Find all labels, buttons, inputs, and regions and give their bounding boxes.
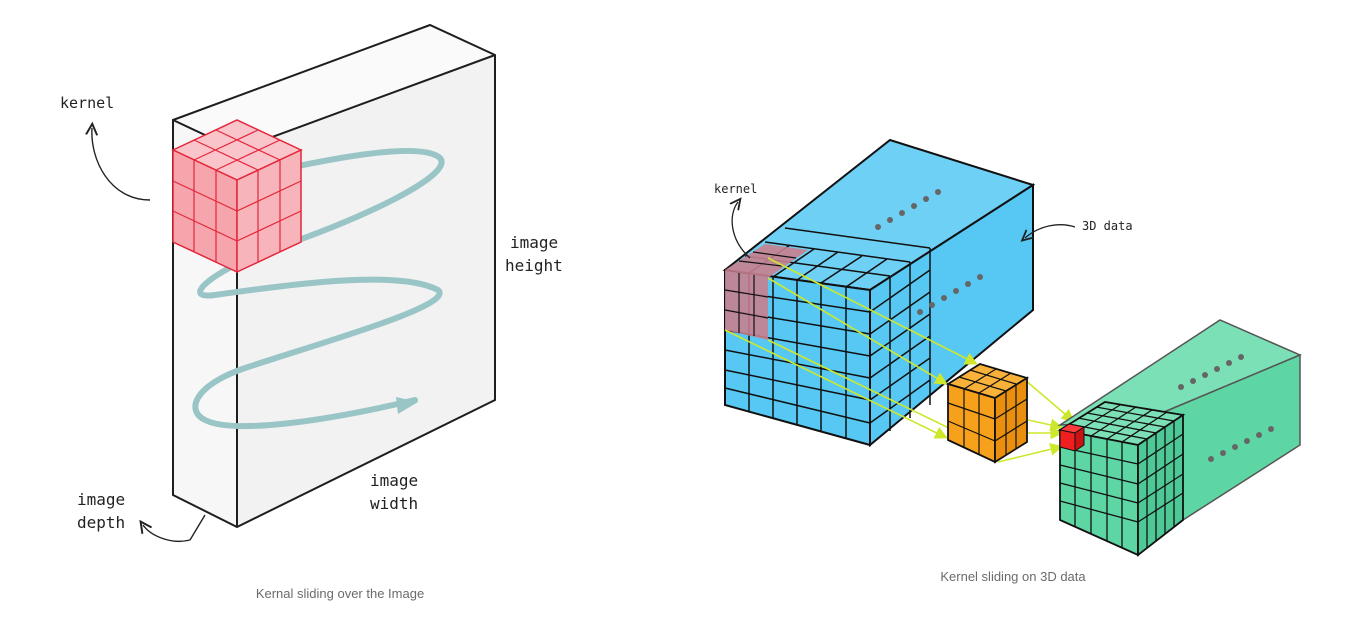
depth-arrow [143,525,191,542]
kernel-arrow-3d [732,202,751,259]
kernel-label-3d: kernel [714,182,757,196]
image-width-label-line1: image [370,471,418,490]
image-height-label-line1: image [510,233,558,252]
image-volume [172,23,496,529]
kernel-arrow [92,128,151,201]
image-depth-label-line1: image [77,490,125,509]
filter-cube [945,363,1030,464]
kernel-cube [171,119,303,274]
data-arrow [1025,224,1076,238]
image-width-label-line2: width [370,494,418,513]
output-volume-ellipsis [1178,354,1274,462]
data-label: 3D data [1082,219,1133,233]
image-height-label-line2: height [505,256,563,275]
kernel-sliding-image-figure: kernel image height image width image de… [60,23,563,601]
left-caption: Kernal sliding over the Image [256,586,424,601]
kernel-sliding-3d-diagram: kernel 3D data Kernel sliding on 3D data [714,138,1302,584]
output-volume [1057,319,1302,557]
input-volume [722,138,1036,448]
input-volume-ellipsis [875,189,983,315]
kernel-label: kernel [60,94,114,112]
right-caption: Kernel sliding on 3D data [940,569,1086,584]
sliding-spiral [192,147,445,430]
spiral-arrowhead [396,397,418,414]
kernel-sliding-3d-figure: kernel 3D data Kernel sliding on 3D data [680,0,1347,623]
kernel-sliding-image-diagram: kernel image height image width image de… [60,23,563,601]
image-depth-label-line2: depth [77,513,125,532]
